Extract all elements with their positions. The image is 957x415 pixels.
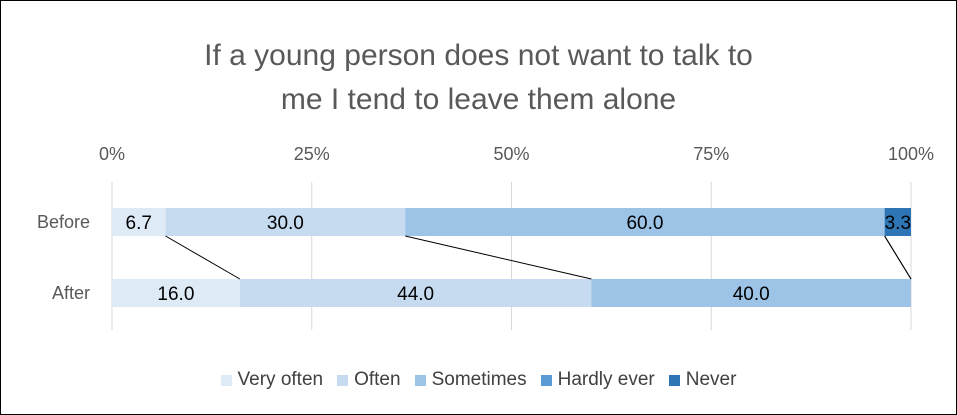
x-tick-label-2: 50%: [493, 144, 529, 164]
legend-swatch: [220, 374, 232, 386]
series-line-2: [405, 235, 592, 280]
series-line-1: [165, 235, 241, 280]
legend: Very often Often Sometimes Hardly ever Never: [0, 369, 957, 391]
bar-after-often: [239, 279, 592, 307]
data-label-before-very-often: 6.7: [126, 213, 152, 234]
series-line-4: [884, 235, 912, 280]
y-tick-label-0: Before: [37, 212, 90, 232]
legend-label: Often: [354, 369, 401, 390]
x-tick-label-3: 75%: [693, 144, 729, 164]
data-label-before-sometimes: 60.0: [626, 213, 663, 234]
bar-before-sometimes: [405, 208, 885, 236]
legend-swatch: [337, 374, 349, 386]
chart-title: If a young person does not want to talk …: [0, 34, 957, 122]
chart-title-line-1: If a young person does not want to talk …: [204, 39, 753, 72]
chart-title-text: If a young person does not want to talk …: [0, 34, 957, 122]
data-label-before-often: 30.0: [267, 213, 304, 234]
legend-item-often: Often: [337, 369, 401, 391]
data-label-after-very-often: 16.0: [157, 284, 194, 305]
legend-item-hardly-ever: Hardly ever: [540, 369, 655, 391]
legend-swatch: [540, 374, 552, 386]
data-label-before-never: 3.3: [885, 213, 911, 234]
legend-swatch: [414, 374, 426, 386]
legend-label: Never: [685, 369, 737, 390]
legend-label: Sometimes: [431, 369, 527, 390]
x-tick-label-0: 0%: [99, 144, 125, 164]
legend-label: Very often: [237, 369, 324, 390]
bar-before-never: [884, 208, 911, 236]
bar-before-very-often: [112, 208, 166, 236]
legend-item-never: Never: [668, 369, 737, 391]
legend-item-very-often: Very often: [220, 369, 324, 391]
bar-after-very-often: [112, 279, 240, 307]
x-tick-label-1: 25%: [294, 144, 330, 164]
legend-label: Hardly ever: [557, 369, 655, 390]
legend-item-sometimes: Sometimes: [414, 369, 527, 391]
legend-swatch: [668, 374, 680, 386]
x-tick-label-4: 100%: [888, 144, 934, 164]
bar-before-often: [165, 208, 406, 236]
y-tick-label-1: After: [52, 283, 90, 303]
data-label-after-sometimes: 40.0: [733, 284, 770, 305]
bar-after-sometimes: [591, 279, 911, 307]
chart-title-line-2: me I tend to leave them alone: [280, 83, 677, 116]
data-label-after-often: 44.0: [397, 284, 434, 305]
